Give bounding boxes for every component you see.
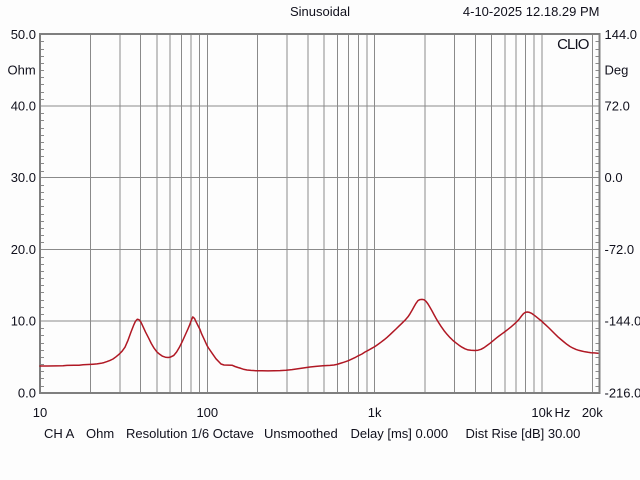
svg-text:40.0: 40.0 [11,99,36,114]
svg-text:CH A: CH A [44,426,75,441]
svg-text:CLIO: CLIO [557,36,589,53]
svg-text:Resolution 1/6 Octave: Resolution 1/6 Octave [126,426,254,441]
svg-text:Ohm: Ohm [8,63,36,78]
svg-text:-144.0: -144.0 [605,314,640,329]
svg-text:72.0: 72.0 [605,99,630,114]
svg-text:10.0: 10.0 [11,314,36,329]
svg-text:Sinusoidal: Sinusoidal [290,4,350,19]
svg-text:0.0: 0.0 [605,170,623,185]
svg-text:20k: 20k [582,405,603,420]
svg-text:Unsmoothed: Unsmoothed [264,426,338,441]
svg-text:4-10-2025 12.18.29 PM: 4-10-2025 12.18.29 PM [463,4,600,19]
svg-text:Delay [ms] 0.000: Delay [ms] 0.000 [351,426,449,441]
svg-text:Ohm: Ohm [86,426,114,441]
svg-text:1k: 1k [368,405,382,420]
svg-text:Hz: Hz [555,405,571,420]
svg-text:0.0: 0.0 [18,385,36,400]
svg-text:-72.0: -72.0 [605,242,635,257]
svg-text:Deg: Deg [605,63,629,78]
svg-text:10k: 10k [531,405,552,420]
svg-text:20.0: 20.0 [11,242,36,257]
svg-text:50.0: 50.0 [11,27,36,42]
svg-text:-216.0: -216.0 [605,385,640,400]
svg-text:10: 10 [33,405,47,420]
svg-text:Dist Rise [dB] 30.00: Dist Rise [dB] 30.00 [466,426,581,441]
svg-text:144.0: 144.0 [605,27,638,42]
svg-text:100: 100 [196,405,218,420]
svg-text:30.0: 30.0 [11,170,36,185]
